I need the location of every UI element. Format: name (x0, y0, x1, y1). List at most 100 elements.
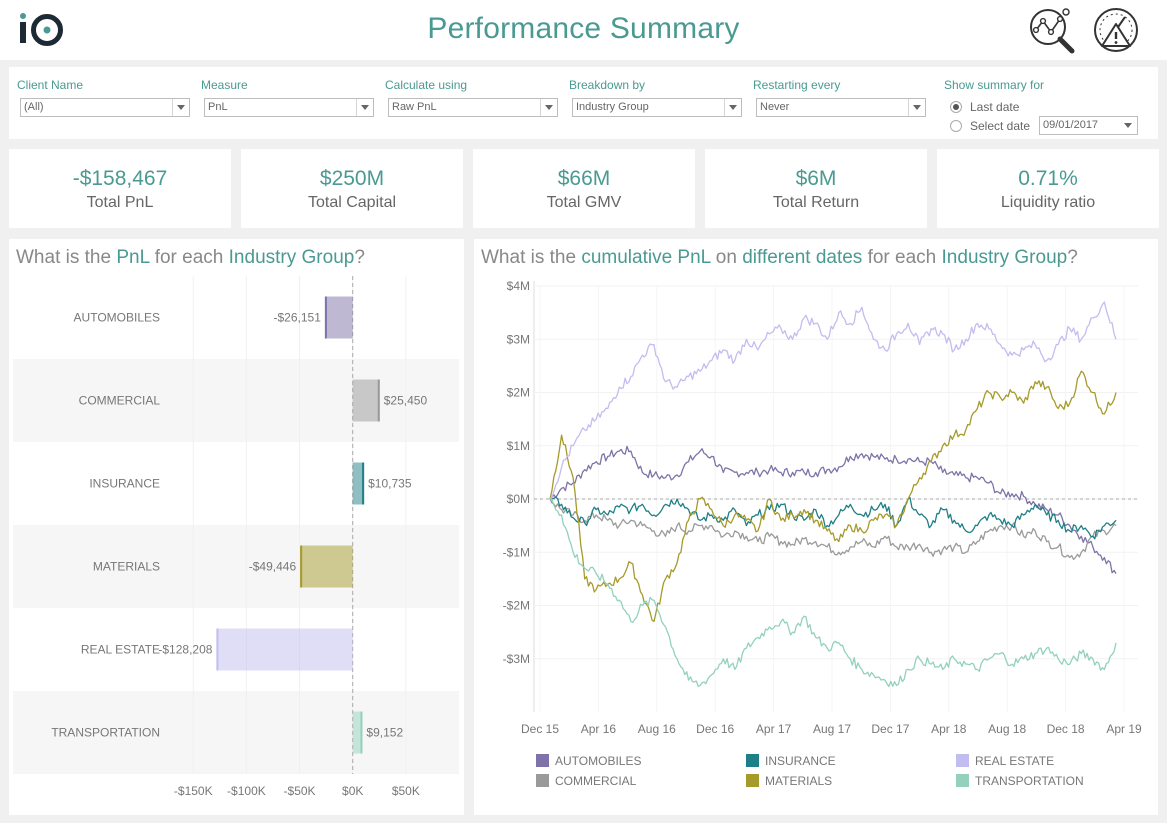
chevron-down-icon[interactable] (724, 99, 741, 116)
line-chart-title: What is the cumulative PnL on different … (481, 247, 1078, 269)
legend-item[interactable]: AUTOMOBILES (536, 754, 641, 768)
x-tick-label: -$150K (174, 784, 213, 798)
select-date-label: Select date (970, 119, 1031, 133)
restarting-every-value: Never (760, 101, 790, 113)
bar-edge (377, 379, 380, 422)
title-part: cumulative PnL (581, 247, 711, 268)
kpi-value: $250M (319, 167, 385, 190)
chevron-down-icon[interactable] (540, 99, 557, 116)
value-label: $25,450 (384, 394, 428, 408)
x-tick-label: -$50K (284, 784, 316, 798)
kpi-total-pnl: -$158,467 Total PnL (9, 149, 231, 228)
legend-label: REAL ESTATE (975, 754, 1055, 768)
legend-item[interactable]: INSURANCE (746, 754, 836, 768)
y-tick-label: -$2M (503, 599, 530, 613)
title-part: What is the (481, 247, 582, 268)
bar (216, 628, 353, 671)
bar-edge (300, 545, 303, 588)
category-label: REAL ESTATE (81, 643, 160, 657)
legend-item[interactable]: TRANSPORTATION (956, 774, 1084, 788)
breakdown-by-label: Breakdown by (569, 78, 646, 92)
title-part: What is the (16, 247, 117, 268)
calculate-using-label: Calculate using (385, 78, 468, 92)
row-band (13, 359, 459, 442)
legend-swatch (746, 754, 759, 767)
last-date-radio[interactable] (950, 101, 962, 113)
kpi-label: Liquidity ratio (1000, 194, 1096, 211)
cumulative-pnl-line-chart[interactable]: $4M $3M $2M $1M $0M -$1M -$2M -$3M Dec 15 Apr 16 A… (474, 239, 1158, 815)
x-tick-label: Dec 15 (521, 722, 559, 736)
breakdown-by-value: Industry Group (576, 101, 649, 113)
bar-chart-title: What is the PnL for each Industry Group? (16, 247, 365, 269)
legend-swatch (536, 774, 549, 787)
restarting-every-label: Restarting every (753, 78, 841, 92)
chevron-down-icon[interactable] (172, 99, 189, 116)
series-line (549, 370, 1117, 623)
calculate-using-dropdown[interactable]: Raw PnL (388, 98, 558, 117)
legend-label: TRANSPORTATION (975, 774, 1084, 788)
client-name-dropdown[interactable]: (All) (20, 98, 190, 117)
date-dropdown[interactable]: 09/01/2017 (1039, 116, 1138, 135)
io-logo-icon[interactable] (16, 9, 64, 49)
x-tick-label: -$100K (227, 784, 266, 798)
measure-value: PnL (208, 101, 228, 113)
category-label: AUTOMOBILES (74, 311, 160, 325)
client-name-value: (All) (24, 101, 44, 113)
kpi-liquidity-ratio: 0.71% Liquidity ratio (937, 149, 1159, 228)
x-tick-label: Apr 16 (581, 722, 617, 736)
y-tick-label: $3M (507, 332, 530, 346)
x-tick-label: Dec 18 (1047, 722, 1085, 736)
breakdown-by-dropdown[interactable]: Industry Group (572, 98, 742, 117)
legend-label: MATERIALS (765, 774, 833, 788)
gauge-alert-icon[interactable] (1092, 6, 1140, 54)
last-date-label: Last date (970, 100, 1020, 114)
restarting-every-dropdown[interactable]: Never (756, 98, 926, 117)
bar (352, 462, 365, 505)
bar (352, 379, 380, 422)
legend-swatch (956, 774, 969, 787)
category-label: MATERIALS (93, 560, 160, 574)
kpi-label: Total Return (772, 194, 860, 211)
value-label: -$128,208 (158, 643, 212, 657)
title-part: PnL (116, 247, 150, 268)
category-label: COMMERCIAL (79, 394, 161, 408)
x-tick-label: $0K (342, 784, 363, 798)
kpi-label: Total PnL (86, 194, 154, 211)
kpi-total-capital: $250M Total Capital (241, 149, 463, 228)
select-date-radio-row[interactable]: Select date (950, 119, 1030, 133)
select-date-radio[interactable] (950, 120, 962, 132)
bar (352, 711, 363, 754)
date-value: 09/01/2017 (1043, 119, 1099, 131)
calculate-using-value: Raw PnL (392, 101, 437, 113)
row-band (13, 691, 459, 774)
kpi-total-gmv: $66M Total GMV (473, 149, 695, 228)
bar-edge (360, 711, 363, 754)
category-label: INSURANCE (89, 477, 160, 491)
measure-label: Measure (201, 78, 248, 92)
measure-dropdown[interactable]: PnL (204, 98, 374, 117)
chevron-down-icon[interactable] (1120, 117, 1137, 134)
value-label: $9,152 (366, 726, 403, 740)
legend-item[interactable]: MATERIALS (746, 774, 832, 788)
value-label: -$26,151 (274, 311, 322, 325)
last-date-radio-row[interactable]: Last date (950, 100, 1019, 114)
row-band (13, 525, 459, 608)
chevron-down-icon[interactable] (908, 99, 925, 116)
bar-edge (362, 462, 365, 505)
series-line (549, 301, 1117, 500)
legend-item[interactable]: COMMERCIAL (536, 774, 636, 788)
analytics-search-icon[interactable] (1027, 6, 1075, 54)
show-summary-label: Show summary for (944, 78, 1045, 92)
x-tick-label: Apr 17 (756, 722, 792, 736)
legend-item[interactable]: REAL ESTATE (956, 754, 1054, 768)
value-label: -$49,446 (249, 560, 297, 574)
x-tick-label: Apr 19 (1106, 722, 1142, 736)
kpi-value: $6M (795, 167, 837, 190)
x-tick-label: Apr 18 (931, 722, 967, 736)
title-part: for each (149, 247, 229, 268)
chevron-down-icon[interactable] (356, 99, 373, 116)
x-tick-label: Dec 16 (696, 722, 734, 736)
title-part: Industry Group (228, 247, 355, 268)
y-tick-label: -$1M (503, 545, 530, 559)
pnl-bar-chart[interactable]: AUTOMOBILES -$26,151 COMMERCIAL $25,450 INSU… (9, 239, 464, 815)
